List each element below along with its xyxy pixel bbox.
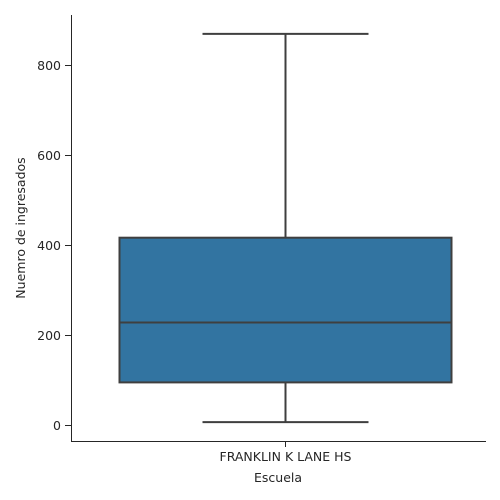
y-axis-label: Nuemro de ingresados <box>13 157 28 298</box>
x-ticks: FRANKLIN K LANE HS <box>220 441 352 464</box>
y-tick-label: 600 <box>37 148 61 163</box>
iqr-box <box>118 236 453 384</box>
y-ticks: 0 200 400 600 800 <box>37 58 71 433</box>
plot-area <box>118 32 453 424</box>
y-tick-label: 800 <box>37 58 61 73</box>
y-tick-label: 400 <box>37 238 61 253</box>
x-axis-label: Escuela <box>254 470 302 485</box>
y-tick-label: 0 <box>53 418 61 433</box>
y-tick-label: 200 <box>37 328 61 343</box>
x-tick-label: FRANKLIN K LANE HS <box>220 449 352 464</box>
